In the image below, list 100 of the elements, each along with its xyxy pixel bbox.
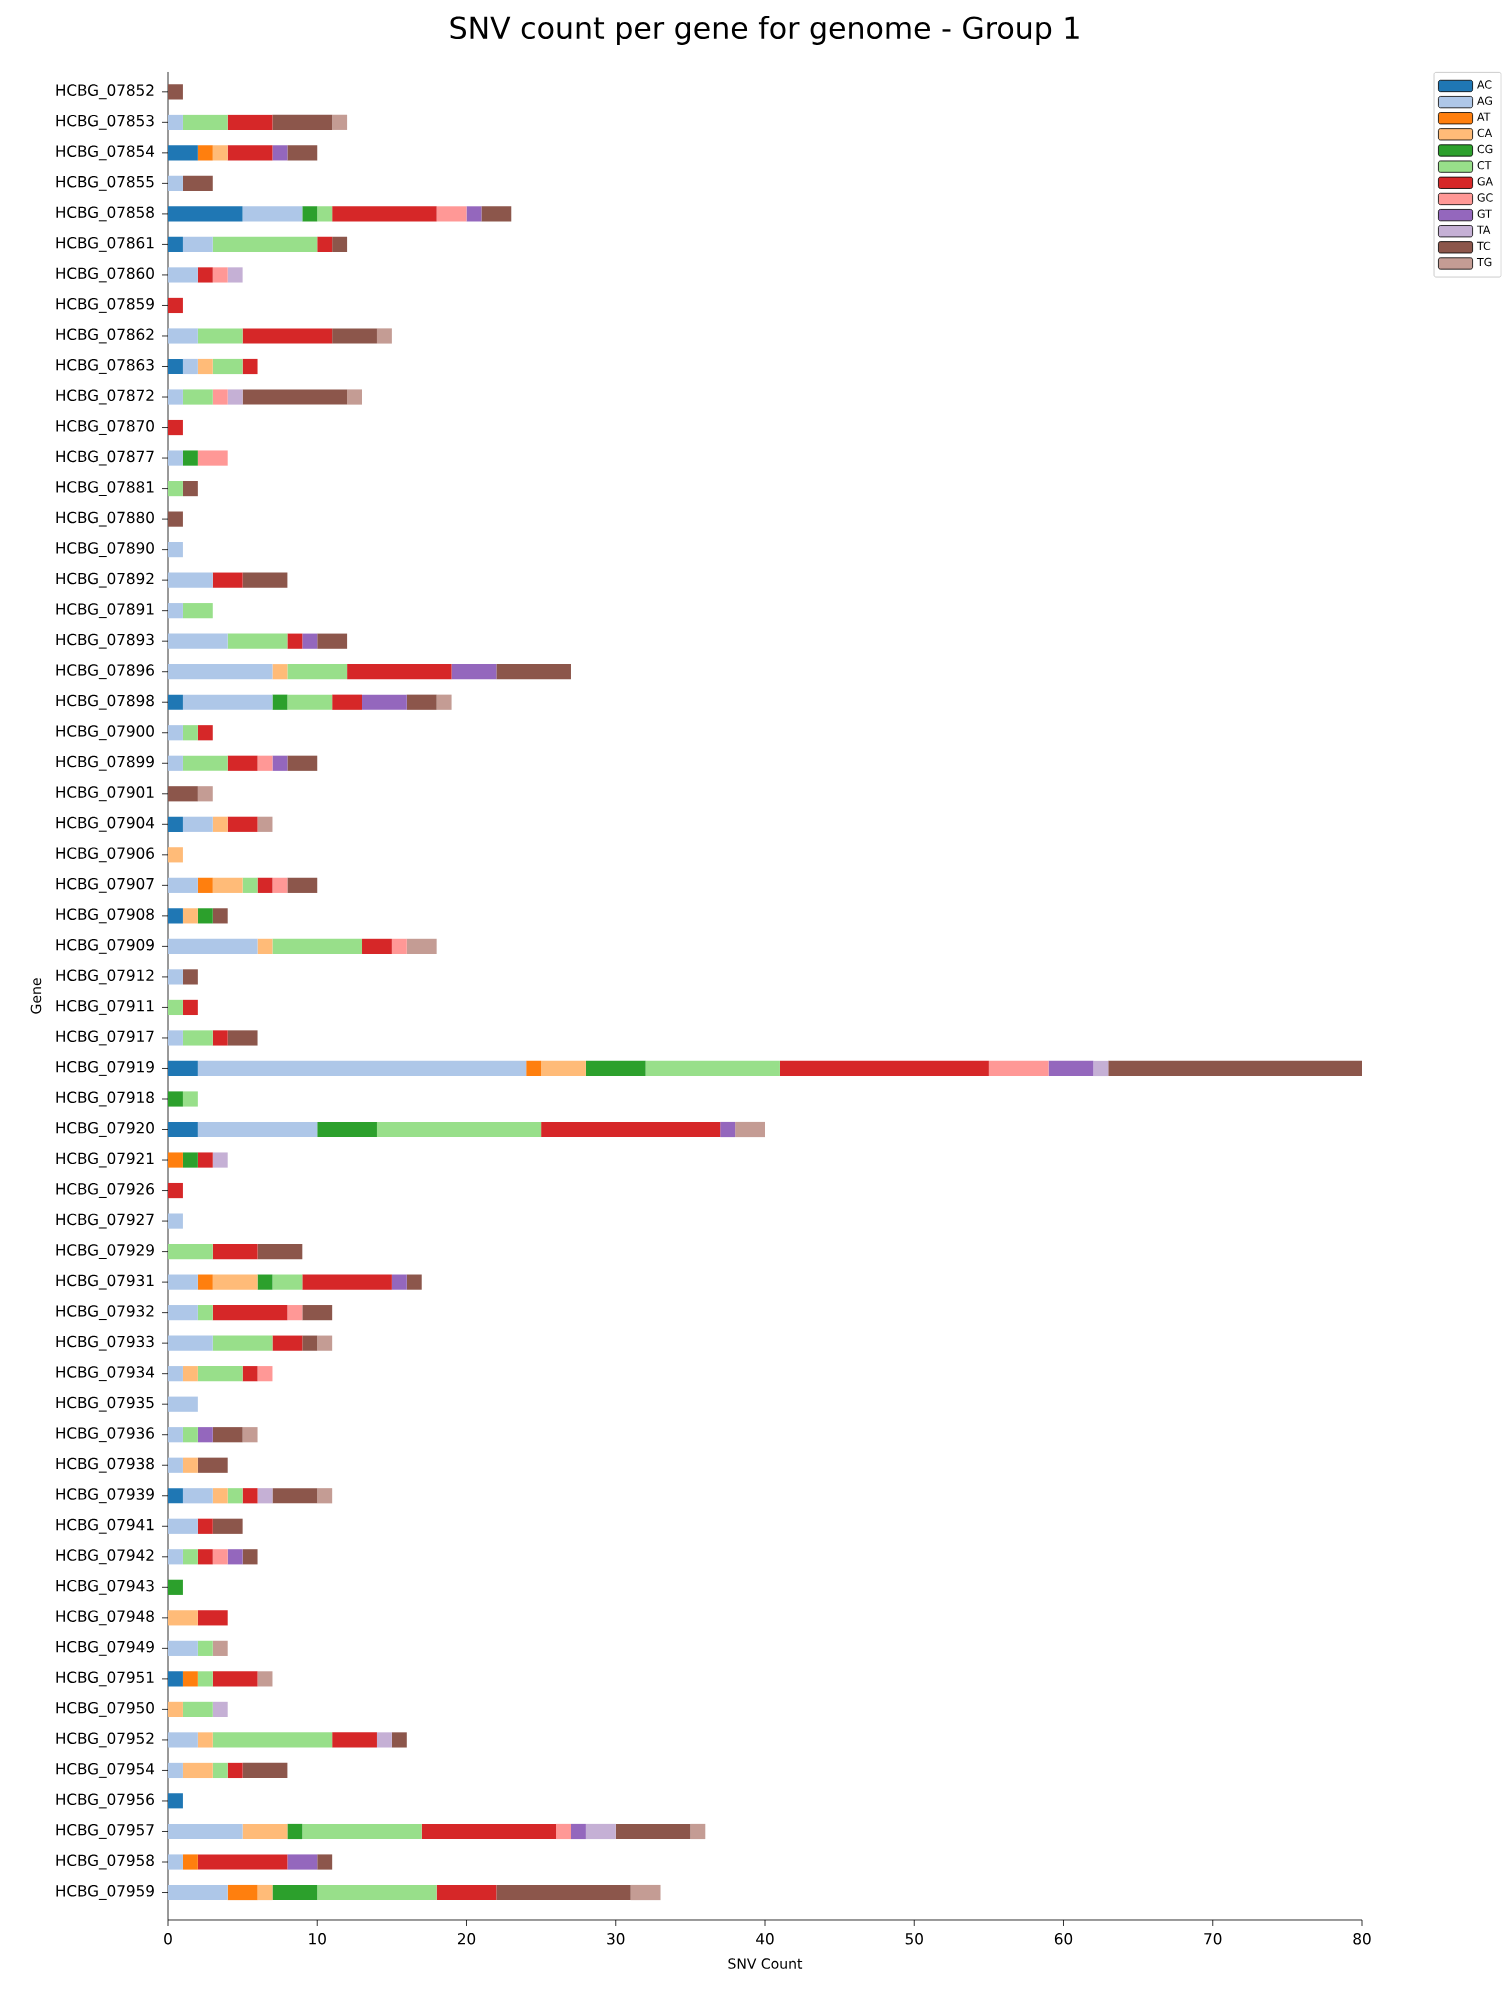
bar xyxy=(332,1732,378,1748)
bar xyxy=(183,236,213,253)
bar xyxy=(168,1060,199,1077)
bar xyxy=(168,1335,213,1351)
bar xyxy=(257,1274,273,1290)
y-tick-label: HCBG_07896 xyxy=(56,664,155,680)
legend-label: CG xyxy=(1477,144,1493,154)
bar xyxy=(168,297,184,314)
bar xyxy=(212,389,228,405)
bar xyxy=(198,1518,213,1534)
y-tick-label: HCBG_07872 xyxy=(56,389,154,405)
bar xyxy=(212,1488,228,1504)
bar xyxy=(183,175,213,191)
bar xyxy=(183,1427,199,1443)
bar xyxy=(496,1884,631,1901)
bar xyxy=(168,389,184,405)
bar xyxy=(302,1305,333,1321)
bar xyxy=(332,236,348,253)
bar xyxy=(302,1335,318,1351)
bar xyxy=(183,1488,213,1504)
bar xyxy=(168,1213,184,1229)
bar xyxy=(586,1060,646,1077)
x-tick-label: 10 xyxy=(309,1933,327,1945)
bar xyxy=(198,145,213,161)
bar xyxy=(212,358,243,375)
bar xyxy=(168,328,199,344)
bar xyxy=(392,938,408,954)
bar xyxy=(168,1854,184,1870)
bar xyxy=(392,1274,408,1290)
bar xyxy=(392,1732,408,1748)
bar xyxy=(198,1305,213,1321)
y-tick-label: HCBG_07892 xyxy=(56,572,154,588)
bar xyxy=(317,206,333,222)
bar xyxy=(168,1427,184,1443)
bar xyxy=(168,1091,184,1107)
bar xyxy=(242,389,348,405)
bar xyxy=(212,236,318,253)
y-tick-label: HCBG_07859 xyxy=(56,298,155,313)
y-tick-label: HCBG_07918 xyxy=(56,1091,155,1107)
bar xyxy=(198,1152,213,1168)
bar xyxy=(168,1152,184,1168)
bar xyxy=(242,1366,258,1382)
bar xyxy=(347,389,363,405)
bar xyxy=(212,572,243,588)
bar xyxy=(272,664,288,680)
bar xyxy=(780,1060,990,1077)
bar xyxy=(242,1427,258,1443)
bar xyxy=(645,1060,781,1077)
bar xyxy=(735,1121,766,1138)
bar xyxy=(183,1366,199,1382)
bar xyxy=(168,1640,199,1656)
bar xyxy=(183,1701,213,1717)
bar xyxy=(212,1274,258,1290)
bar xyxy=(615,1823,691,1840)
bar xyxy=(198,358,213,375)
y-tick-label: HCBG_07904 xyxy=(56,816,155,832)
bar xyxy=(198,786,213,802)
bar xyxy=(1048,1060,1094,1077)
bar xyxy=(168,786,199,802)
bar xyxy=(257,877,273,893)
y-tick-label: HCBG_07870 xyxy=(56,420,155,435)
bar xyxy=(526,1060,542,1077)
bar xyxy=(183,389,213,405)
bar xyxy=(407,938,437,954)
bar xyxy=(168,1793,184,1809)
bar xyxy=(272,938,363,954)
bar xyxy=(183,694,273,710)
bar xyxy=(272,1335,303,1351)
y-tick-label: HCBG_07952 xyxy=(56,1732,154,1748)
x-tick-label: 60 xyxy=(1055,1933,1073,1945)
bar xyxy=(630,1884,661,1901)
y-tick-label: HCBG_07934 xyxy=(56,1366,155,1382)
y-tick-label: HCBG_07919 xyxy=(56,1061,155,1076)
bar xyxy=(212,1640,228,1656)
bar xyxy=(317,1121,378,1138)
bar xyxy=(287,145,318,161)
y-tick-label: HCBG_07858 xyxy=(56,206,155,222)
bar xyxy=(317,1335,333,1351)
bar xyxy=(272,114,333,130)
bar xyxy=(257,1671,273,1687)
y-tick-label: HCBG_07954 xyxy=(56,1763,155,1778)
bar xyxy=(212,816,228,832)
bar xyxy=(168,755,184,771)
bar xyxy=(257,938,273,954)
y-tick-label: HCBG_07931 xyxy=(56,1274,154,1290)
bar xyxy=(183,1152,199,1168)
bar xyxy=(212,267,228,283)
bar xyxy=(168,511,184,527)
y-tick-label: HCBG_07911 xyxy=(56,999,154,1015)
bar xyxy=(168,816,184,832)
y-tick-label: HCBG_07927 xyxy=(56,1213,154,1229)
bar xyxy=(168,1244,213,1260)
legend-label: TC xyxy=(1477,241,1491,251)
bar xyxy=(212,1427,243,1443)
bar xyxy=(989,1060,1049,1077)
y-tick-label: HCBG_07929 xyxy=(56,1244,155,1260)
bar xyxy=(227,1030,258,1046)
bar xyxy=(168,267,199,283)
bar xyxy=(168,1030,184,1046)
y-tick-label: HCBG_07957 xyxy=(56,1824,154,1839)
